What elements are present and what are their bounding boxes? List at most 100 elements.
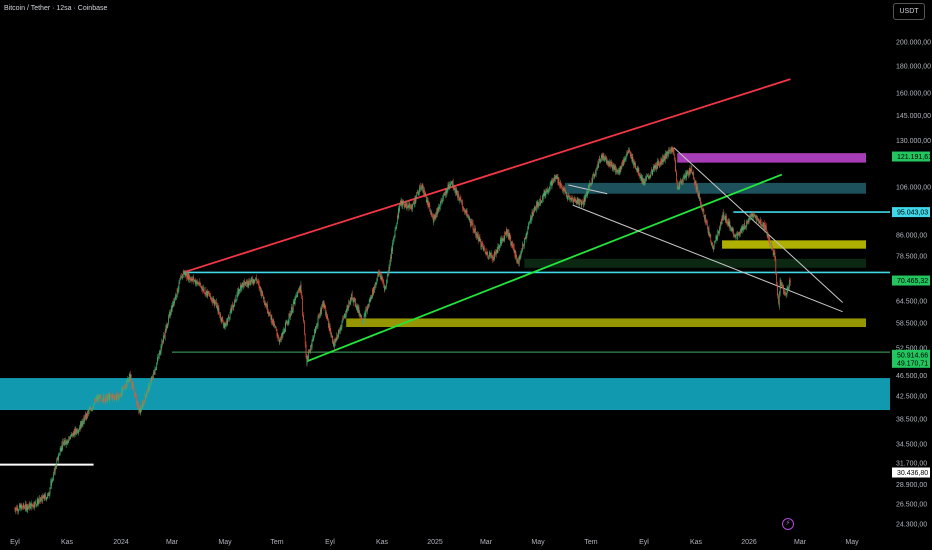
candle-body bbox=[252, 279, 254, 284]
candle-body bbox=[133, 387, 135, 391]
candle-body bbox=[670, 149, 672, 153]
candle-body bbox=[382, 279, 384, 283]
candle-body bbox=[441, 200, 443, 202]
candle-body bbox=[514, 253, 516, 258]
candle-body bbox=[172, 301, 174, 307]
candle-body bbox=[609, 161, 611, 166]
candle-body bbox=[588, 187, 589, 193]
candle-body bbox=[21, 506, 23, 507]
candle-body bbox=[759, 221, 760, 224]
candle-body bbox=[728, 221, 730, 227]
candle-body bbox=[32, 506, 34, 508]
candle-body bbox=[368, 304, 369, 306]
candle-body bbox=[346, 305, 348, 313]
candle-body bbox=[109, 394, 110, 401]
candle-body bbox=[45, 494, 47, 498]
candle-body bbox=[371, 295, 373, 298]
candle-body bbox=[135, 394, 137, 403]
candle-body bbox=[160, 345, 162, 352]
candle-body bbox=[512, 245, 513, 248]
candle-body bbox=[215, 302, 216, 304]
y-tick-label: 38.500,00 bbox=[896, 416, 927, 423]
candle-body bbox=[335, 338, 337, 341]
candle-body bbox=[424, 193, 425, 197]
candle-body bbox=[336, 335, 338, 336]
candle-body bbox=[184, 272, 186, 276]
candle-body bbox=[80, 420, 82, 429]
candle-body bbox=[81, 425, 83, 426]
candle-body bbox=[589, 183, 591, 185]
candle-body bbox=[225, 324, 227, 326]
candle-body bbox=[494, 252, 495, 260]
candle-body bbox=[657, 160, 658, 162]
lightning-icon[interactable]: ⚡ bbox=[782, 518, 794, 530]
candle-body bbox=[167, 323, 169, 327]
candle-body bbox=[614, 166, 616, 167]
candle-body bbox=[180, 277, 182, 281]
candle-body bbox=[438, 206, 439, 211]
candle-body bbox=[67, 439, 69, 443]
candle-body bbox=[646, 176, 647, 179]
candle-body bbox=[105, 398, 107, 402]
candle-body bbox=[131, 384, 133, 388]
y-tick-label: 31.700,00 bbox=[896, 461, 927, 468]
candle-body bbox=[734, 235, 736, 237]
candle-body bbox=[180, 277, 182, 278]
candle-body bbox=[138, 411, 140, 412]
candle-body bbox=[372, 290, 373, 295]
candle-body bbox=[741, 227, 743, 231]
candle-body bbox=[310, 345, 312, 348]
price-badge bbox=[892, 349, 930, 360]
candle-body bbox=[396, 223, 398, 225]
candle-body bbox=[536, 203, 538, 208]
candle-body bbox=[457, 193, 459, 199]
y-tick-label: 64.500,00 bbox=[896, 298, 927, 305]
candle-body bbox=[745, 226, 746, 228]
candle-body bbox=[32, 505, 34, 507]
candle-body bbox=[414, 198, 416, 199]
candle-body bbox=[421, 185, 423, 187]
y-tick-label: 160.000,00 bbox=[896, 91, 931, 98]
candle-body bbox=[539, 198, 541, 205]
candle-body bbox=[610, 161, 612, 165]
candle-body bbox=[114, 397, 116, 400]
candle-body bbox=[64, 439, 66, 442]
candle-body bbox=[389, 262, 391, 266]
candle-body bbox=[495, 252, 496, 254]
candle-body bbox=[434, 217, 436, 219]
candle-body bbox=[41, 495, 43, 503]
candle-body bbox=[14, 508, 16, 511]
candle-body bbox=[644, 181, 646, 185]
candle-body bbox=[681, 181, 682, 184]
candle-body bbox=[412, 201, 414, 203]
candle-body bbox=[581, 201, 582, 206]
candle-body bbox=[432, 215, 433, 217]
candle-body bbox=[378, 272, 379, 275]
candle-body bbox=[561, 186, 562, 188]
candle-body bbox=[96, 397, 98, 400]
candle-body bbox=[657, 161, 658, 169]
candle-body bbox=[573, 199, 574, 202]
candle-body bbox=[44, 494, 46, 500]
candle-body bbox=[541, 195, 543, 200]
candle-body bbox=[151, 377, 152, 378]
candle-body bbox=[340, 327, 342, 329]
candle-body bbox=[104, 398, 106, 402]
candle-body bbox=[721, 217, 723, 220]
candle-body bbox=[625, 155, 627, 159]
candle-body bbox=[746, 221, 747, 227]
currency-button[interactable]: USDT bbox=[893, 3, 925, 20]
candle-body bbox=[166, 324, 168, 328]
candle-body bbox=[50, 483, 52, 488]
candle-body bbox=[243, 282, 245, 287]
price-badge bbox=[892, 151, 930, 162]
candle-body bbox=[388, 267, 390, 269]
candle-body bbox=[300, 284, 302, 293]
candle-body bbox=[321, 304, 323, 307]
candle-body bbox=[412, 205, 413, 210]
candle-body bbox=[491, 257, 493, 258]
candle-body bbox=[55, 465, 57, 468]
x-tick-label: May bbox=[845, 539, 859, 546]
candle-body bbox=[784, 292, 786, 294]
